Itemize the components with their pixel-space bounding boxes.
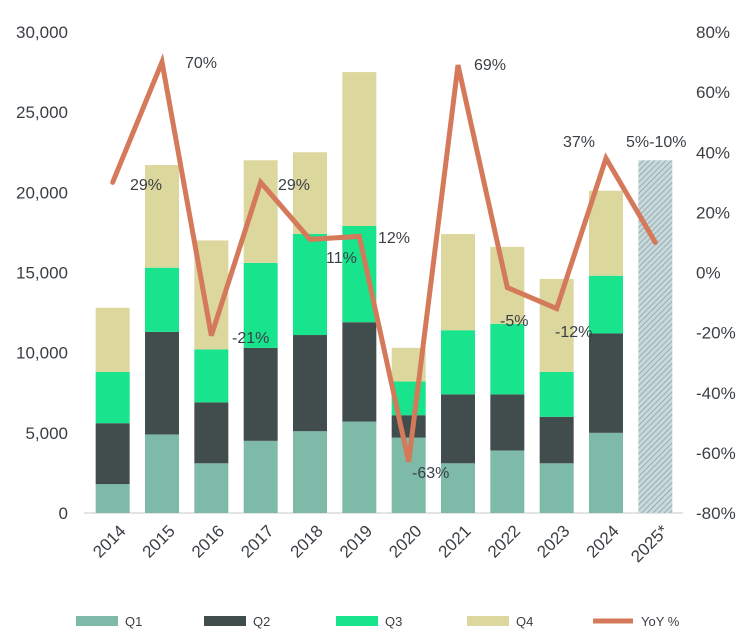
bar-q1-2015 (145, 434, 179, 513)
bar-q2-2016 (194, 402, 229, 464)
right-tick-label: 40% (696, 143, 730, 162)
right-tick-label: -20% (696, 324, 736, 343)
x-axis-categories: 2014 2015 2016 2017 2018 2019 2020 2021 2022 2023… (89, 521, 672, 566)
bar-q1-2017 (243, 440, 278, 513)
bar-q1-2023 (539, 463, 574, 513)
left-tick-label: 10,000 (16, 344, 68, 363)
bar-q1-2022 (490, 450, 525, 513)
bar-q3-2022 (490, 323, 525, 395)
legend-label: Q3 (385, 614, 402, 629)
bar-q2-2017 (243, 347, 278, 441)
yoy-label-2016: 29% (130, 177, 162, 194)
yoy-label-2017: -21% (232, 330, 269, 347)
category-label: 2023 (533, 521, 573, 561)
bar-q2-2021 (441, 394, 475, 464)
legend-swatch-q1 (76, 616, 118, 626)
left-tick-label: 15,000 (16, 264, 68, 283)
yoy-line (110, 53, 658, 463)
bar-q2-2014 (95, 423, 130, 485)
category-label: 2019 (336, 521, 376, 561)
bar-q4-2019 (342, 72, 377, 227)
bar-q1-2016 (194, 463, 229, 513)
category-label: 2016 (188, 521, 228, 561)
forecast-bar (638, 160, 673, 513)
right-tick-label: 60% (696, 83, 730, 102)
bar-q1-2018 (293, 431, 327, 513)
bar-q2-2015 (145, 331, 179, 435)
right-tick-label: -40% (696, 384, 736, 403)
bar-q3-2015 (145, 267, 179, 332)
category-label: 2021 (435, 521, 475, 561)
bar-q3-2024 (589, 275, 623, 334)
bar-q2-2022 (490, 394, 525, 451)
category-label: 2018 (287, 521, 327, 561)
bar-q4-2015 (145, 165, 179, 268)
bar-q3-2021 (441, 330, 475, 395)
right-tick-label: 20% (696, 203, 730, 222)
bar-q3-2018 (293, 234, 327, 336)
category-label: 2024 (583, 521, 623, 561)
bar-q4-2021 (441, 234, 475, 331)
bar-q2-2024 (589, 333, 623, 433)
right-tick-label: -60% (696, 444, 736, 463)
legend-swatch-q2 (204, 616, 246, 626)
legend-label: YoY % (641, 614, 680, 629)
legend-label: Q1 (125, 614, 142, 629)
bar-q1-2019 (342, 421, 377, 513)
bar-q2-2019 (342, 322, 377, 422)
yoy-label-2022: 69% (474, 57, 506, 74)
yoy-label-2023: -5% (500, 313, 528, 330)
legend-label: Q2 (253, 614, 270, 629)
bar-q1-2021 (441, 463, 475, 513)
forecast-label: 5%-10% (626, 134, 686, 151)
bar-q2-2018 (293, 335, 327, 432)
yoy-label-2015: 70% (185, 55, 217, 72)
data-labels: 70% 29% -21% 29% 11% 12% -63% 69% -5% -12% 37% 5%-1… (130, 55, 686, 482)
yoy-line-path (110, 53, 658, 463)
yoy-label-2021: -63% (412, 465, 449, 482)
yoy-label-2025: 37% (563, 134, 595, 151)
category-label: 2022 (484, 521, 524, 561)
right-tick-label: -80% (696, 504, 736, 523)
bar-q1-2014 (95, 484, 130, 513)
bar-q3-2023 (539, 371, 574, 417)
left-tick-label: 25,000 (16, 103, 68, 122)
left-tick-label: 0 (59, 504, 68, 523)
yoy-label-2020: 12% (378, 230, 410, 247)
yoy-label-2018: 29% (278, 177, 310, 194)
right-tick-label: 80% (696, 23, 730, 42)
bar-q4-2014 (95, 307, 130, 372)
legend: Q1 Q2 Q3 Q4 YoY % (76, 614, 680, 629)
category-label: 2014 (89, 521, 129, 561)
bar-q2-2023 (539, 416, 574, 464)
legend-swatch-q3 (336, 616, 378, 626)
bar-q3-2014 (95, 371, 130, 424)
category-label: 2025* (627, 521, 672, 566)
right-tick-label: 0% (696, 264, 721, 283)
category-label: 2020 (385, 521, 425, 561)
bar-q4-2018 (293, 152, 327, 235)
stacked-bars (95, 72, 673, 513)
right-y-axis: -80% -60% -40% -20% 0% 20% 40% 60% 80% (696, 23, 736, 523)
left-y-axis: 0 5,000 10,000 15,000 20,000 25,000 30,000 (16, 23, 68, 523)
bar-q3-2017 (243, 262, 278, 348)
legend-swatch-q4 (467, 616, 509, 626)
legend-label: Q4 (516, 614, 533, 629)
bar-q3-2016 (194, 349, 229, 403)
bar-q1-2024 (589, 432, 623, 513)
yoy-label-2019: 11% (326, 250, 357, 267)
bar-q4-2023 (539, 278, 574, 372)
category-label: 2015 (139, 521, 179, 561)
category-label: 2017 (237, 521, 277, 561)
bar-q4-2024 (589, 190, 623, 276)
left-tick-label: 5,000 (25, 424, 68, 443)
yoy-label-2024: -12% (555, 324, 592, 341)
left-tick-label: 30,000 (16, 23, 68, 42)
left-tick-label: 20,000 (16, 183, 68, 202)
